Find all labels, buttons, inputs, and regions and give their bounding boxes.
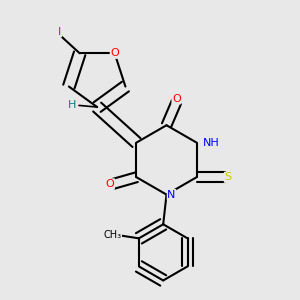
Text: O: O (172, 94, 181, 104)
Text: CH₃: CH₃ (103, 230, 122, 240)
Text: S: S (224, 172, 232, 182)
Text: H: H (68, 100, 76, 110)
Text: O: O (106, 179, 114, 189)
Text: O: O (110, 48, 119, 58)
Text: NH: NH (203, 138, 220, 148)
Text: I: I (58, 27, 62, 37)
Text: N: N (167, 190, 176, 200)
